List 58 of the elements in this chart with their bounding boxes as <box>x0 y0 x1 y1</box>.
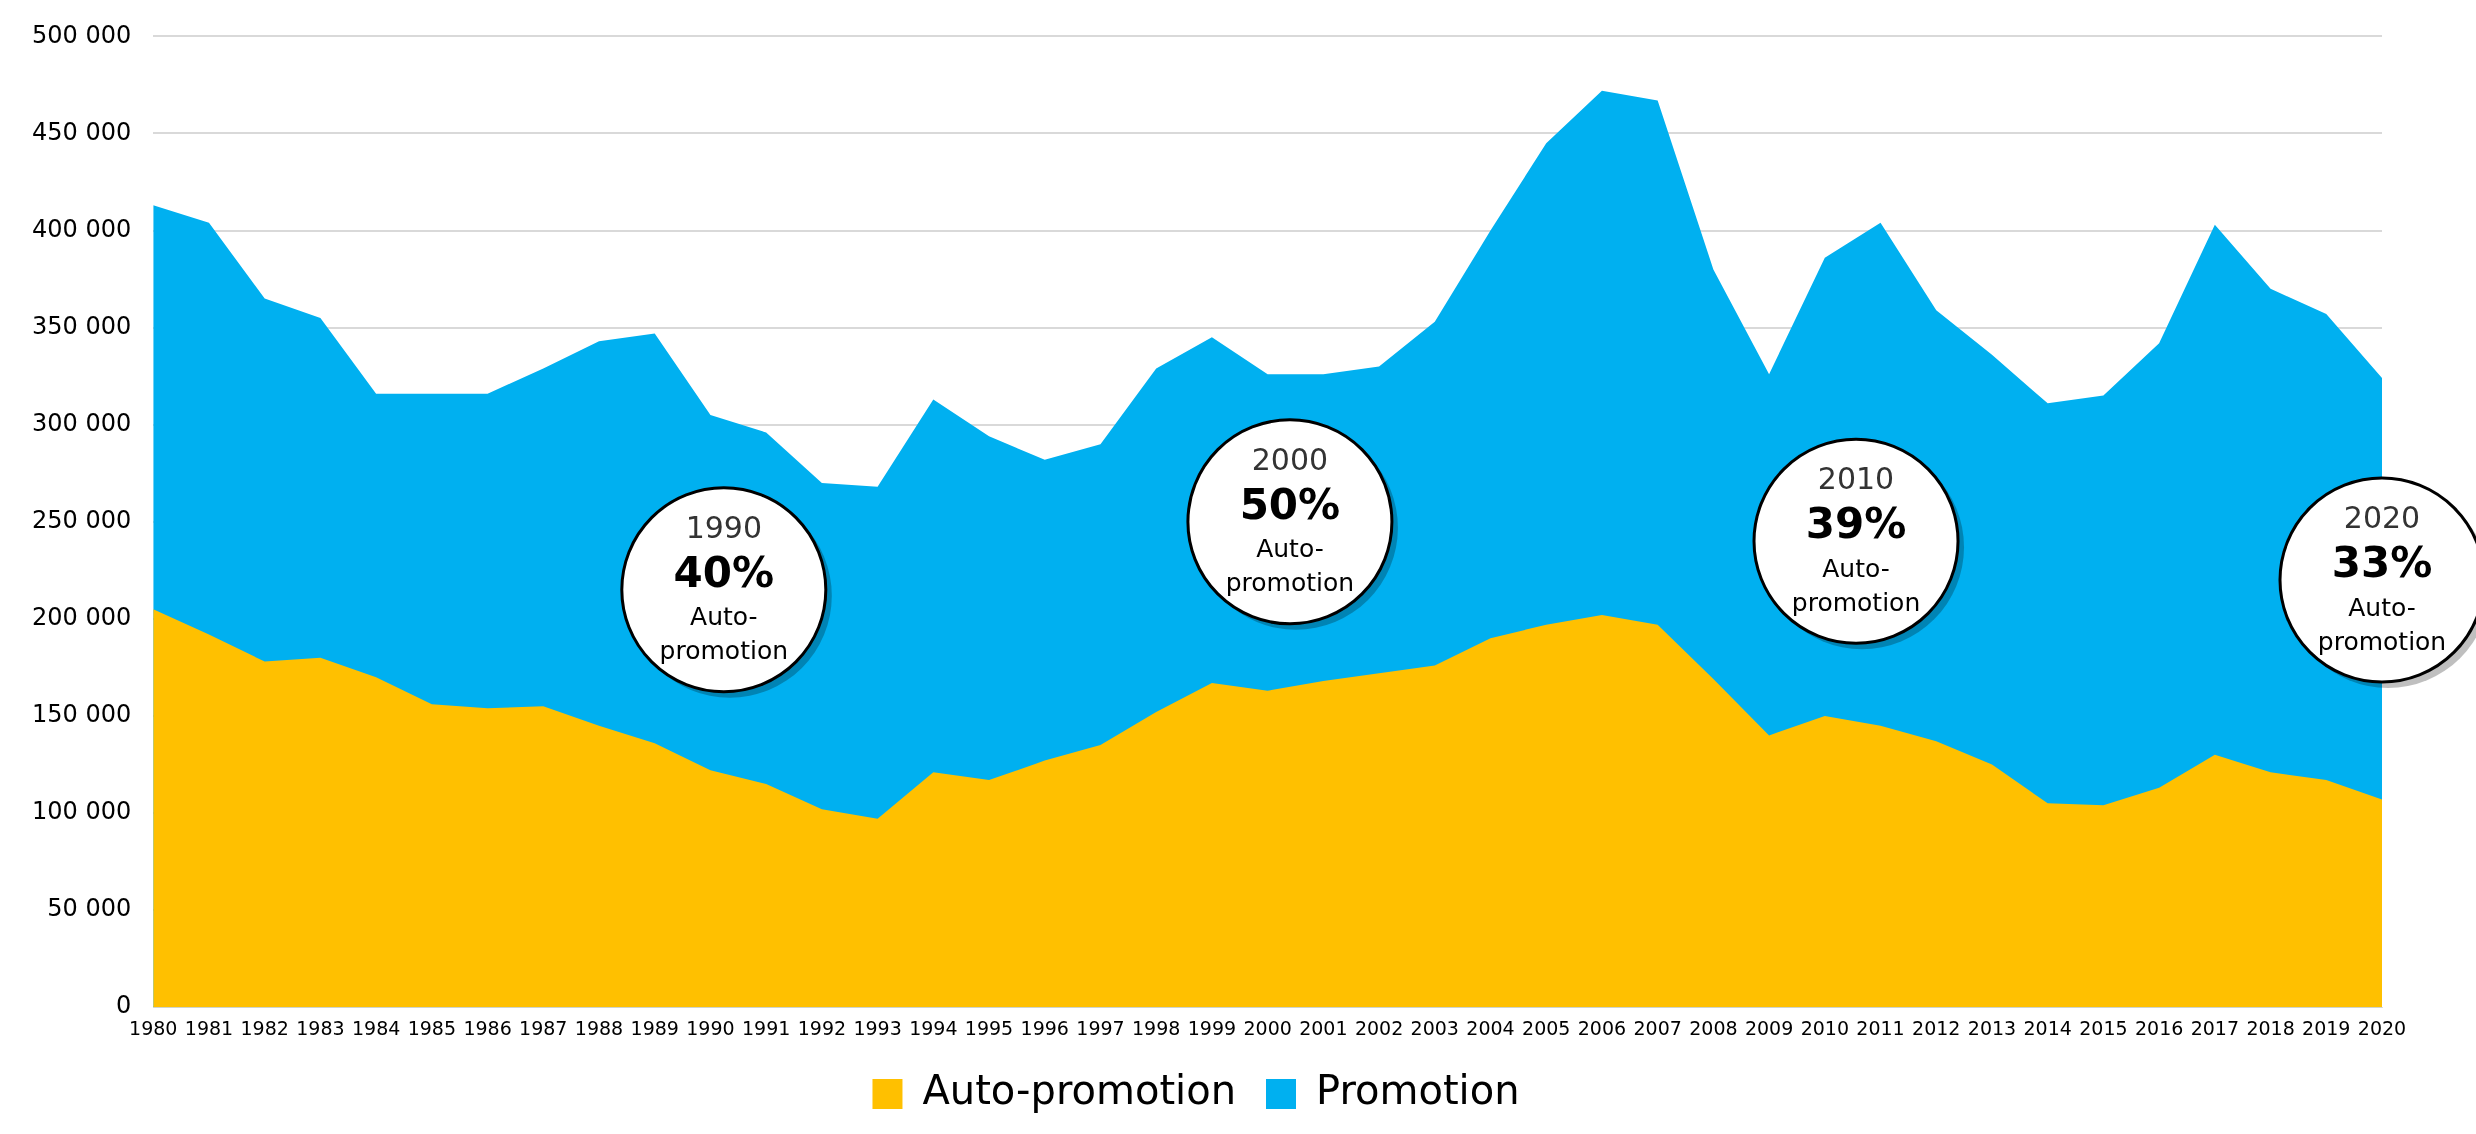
y-tick-label: 150 000 <box>32 700 132 729</box>
x-tick-label: 2016 <box>2134 1016 2184 1039</box>
x-tick-label: 2013 <box>1967 1016 2017 1039</box>
x-tick-label: 2017 <box>2190 1016 2240 1039</box>
x-tick-label: 2010 <box>1800 1016 1849 1039</box>
y-tick-label: 200 000 <box>32 603 132 632</box>
x-tick-label: 1990 <box>686 1016 735 1039</box>
x-tick-label: 1993 <box>853 1016 902 1039</box>
x-tick-label: 2019 <box>2302 1016 2351 1039</box>
x-tick-label: 2020 <box>2357 1016 2407 1039</box>
x-tick-label: 2004 <box>1466 1016 1515 1039</box>
x-tick-label: 1988 <box>574 1016 624 1039</box>
x-tick-label: 1983 <box>296 1016 345 1039</box>
x-tick-label: 2003 <box>1410 1016 1459 1039</box>
annotation: 2010 39% Auto- promotion <box>1791 461 1921 617</box>
x-tick-label: 2009 <box>1744 1016 1794 1039</box>
x-tick-label: 2005 <box>1522 1016 1571 1039</box>
x-tick-label: 1991 <box>741 1016 791 1039</box>
x-tick-label: 2008 <box>1689 1016 1738 1039</box>
x-tick-label: 1997 <box>1076 1016 1125 1039</box>
annotation: 1990 40% Auto- promotion <box>659 509 789 666</box>
x-tick-label: 2012 <box>1912 1016 1961 1039</box>
annotation: 2020 33% Auto- promotion <box>2317 499 2447 656</box>
legend-label: Promotion <box>1316 1067 1520 1114</box>
x-tick-label: 2018 <box>2246 1016 2295 1039</box>
x-tick-label: 1998 <box>1132 1016 1181 1039</box>
y-tick-label: 450 000 <box>32 117 132 146</box>
x-tick-label: 2001 <box>1299 1016 1348 1039</box>
x-tick-label: 1982 <box>240 1016 289 1039</box>
x-tick-label: 1989 <box>630 1016 679 1039</box>
x-tick-label: 2015 <box>2079 1016 2128 1039</box>
x-tick-label: 1999 <box>1187 1016 1237 1039</box>
y-tick-label: 50 000 <box>47 894 132 923</box>
x-tick-label: 2007 <box>1633 1016 1682 1039</box>
x-tick-label: 1985 <box>407 1016 457 1039</box>
x-tick-label: 1995 <box>964 1016 1014 1039</box>
y-tick-label: 400 000 <box>32 214 132 243</box>
x-tick-label: 1987 <box>519 1016 568 1039</box>
legend-label: Auto-promotion <box>922 1067 1237 1114</box>
y-tick-label: 100 000 <box>32 797 132 826</box>
x-tick-label: 1980 <box>129 1016 178 1039</box>
annotation: 2000 50% Auto- promotion <box>1225 441 1355 598</box>
y-tick-label: 300 000 <box>32 408 132 437</box>
x-tick-label: 2011 <box>1856 1016 1905 1039</box>
y-tick-label: 500 000 <box>32 20 132 49</box>
y-tick-label: 350 000 <box>32 311 132 340</box>
x-tick-label: 2000 <box>1243 1016 1292 1039</box>
x-tick-label: 2006 <box>1577 1016 1627 1039</box>
x-tick-label: 1996 <box>1020 1016 1069 1039</box>
x-tick-label: 1981 <box>184 1016 234 1039</box>
x-tick-label: 1986 <box>463 1016 512 1039</box>
x-tick-label: 2014 <box>2023 1016 2072 1039</box>
x-tick-label: 1992 <box>797 1016 847 1039</box>
x-tick-label: 2002 <box>1354 1016 1404 1039</box>
y-tick-label: 0 <box>115 991 132 1020</box>
y-tick-label: 250 000 <box>32 506 132 535</box>
x-tick-label: 1984 <box>351 1016 401 1039</box>
x-tick-label: 1994 <box>909 1016 958 1039</box>
